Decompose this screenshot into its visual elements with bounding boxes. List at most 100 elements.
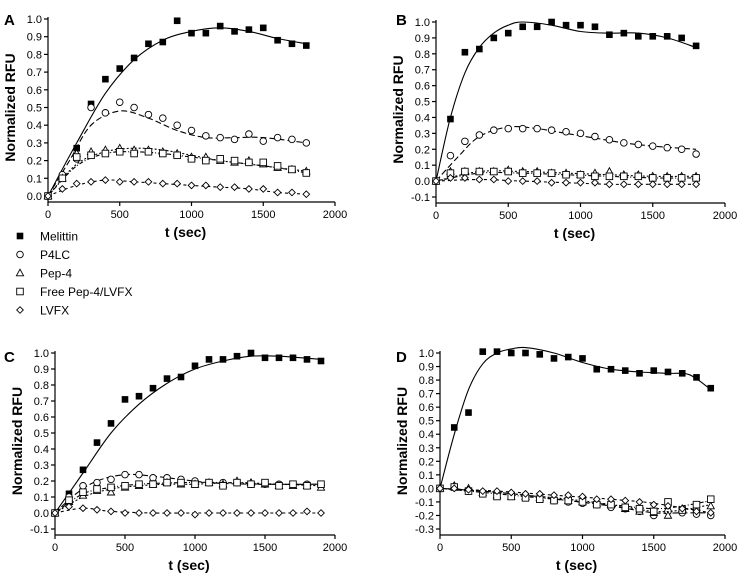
- data-point: [518, 124, 527, 133]
- data-point: [259, 24, 267, 32]
- data-point: [79, 466, 87, 474]
- data-point: [303, 42, 310, 49]
- y-tick-label: 0.6: [419, 402, 434, 414]
- data-point: [547, 126, 556, 134]
- data-point: [663, 33, 671, 40]
- data-point: [446, 173, 455, 182]
- data-point: [620, 139, 628, 147]
- x-tick-label: 2000: [713, 542, 737, 554]
- data-point: [490, 34, 498, 42]
- y-tick-label: 0.2: [34, 476, 49, 488]
- data-point: [461, 48, 469, 56]
- data-point: [79, 504, 87, 513]
- data-point: [605, 135, 614, 144]
- data-point: [663, 174, 671, 182]
- data-point: [635, 497, 644, 506]
- data-point: [107, 483, 115, 492]
- legend-item: Pep-4: [15, 267, 72, 281]
- data-point: [605, 180, 614, 189]
- x-tick-label: 1500: [642, 542, 666, 554]
- data-point: [230, 156, 239, 165]
- data-point: [432, 177, 440, 186]
- data-point: [677, 174, 686, 182]
- y-tick-label: 1.0: [27, 14, 42, 26]
- data-point: [191, 362, 199, 370]
- data-point: [116, 65, 124, 72]
- y-tick-label: 0.0: [27, 191, 42, 203]
- data-point: [507, 488, 516, 497]
- data-point: [677, 145, 686, 154]
- data-point: [663, 180, 672, 189]
- series-p4lc: [432, 124, 700, 185]
- data-point: [606, 31, 613, 39]
- data-point: [460, 173, 469, 182]
- y-tick-label: 0.9: [27, 32, 42, 44]
- data-point: [317, 357, 325, 365]
- data-point: [159, 114, 167, 122]
- data-point: [289, 480, 297, 488]
- data-point: [65, 502, 73, 511]
- data-point: [245, 158, 253, 167]
- data-point: [121, 509, 129, 517]
- data-point: [533, 169, 541, 177]
- x-axis-title: t (sec): [165, 224, 206, 240]
- data-point: [289, 509, 297, 517]
- data-point: [205, 509, 213, 517]
- data-point: [261, 509, 269, 517]
- data-point: [706, 508, 715, 517]
- data-point: [275, 509, 283, 517]
- data-point: [93, 505, 101, 514]
- data-point: [591, 172, 599, 181]
- data-point: [522, 349, 529, 357]
- data-point: [245, 130, 253, 138]
- data-point: [188, 29, 195, 37]
- data-point: [576, 129, 585, 138]
- data-point: [288, 40, 296, 48]
- series-p4lc: [51, 470, 325, 517]
- data-point: [504, 177, 513, 186]
- panel-a: A 0.0 0.1 0.2 0.3 0.4 0.5 0.6 0.7 0.8 0.9 1.0 0 500 10…: [2, 12, 347, 240]
- data-point: [479, 348, 487, 355]
- data-point: [476, 45, 483, 53]
- data-point: [548, 18, 555, 26]
- data-point: [591, 23, 599, 31]
- data-point: [202, 156, 210, 165]
- data-point: [230, 183, 239, 192]
- data-point: [159, 149, 167, 158]
- fit-curve: [439, 346, 712, 489]
- data-point: [302, 190, 311, 199]
- data-point: [259, 184, 268, 193]
- legend: Melittin P4LC Pep-4 Free Pep-4/LVFX LVFX: [15, 230, 132, 318]
- y-tick-label: 0.3: [419, 443, 434, 455]
- data-point: [634, 180, 643, 189]
- data-point: [521, 489, 530, 498]
- data-point: [593, 365, 601, 373]
- y-tick-label: 0.0: [419, 483, 434, 495]
- series-melittin: [44, 17, 310, 200]
- data-point: [121, 470, 129, 479]
- panel-c: C -0.1 0.0 0.1 0.2 0.3 0.4 0.5 0.6 0.7 0.8 0.9 1.0 0 5…: [4, 348, 347, 573]
- y-tick-label: 1.0: [34, 348, 49, 360]
- data-point: [135, 480, 143, 488]
- data-point: [464, 485, 473, 494]
- data-point: [173, 179, 182, 188]
- data-point: [289, 354, 297, 362]
- data-point: [149, 509, 157, 517]
- legend-item: P4LC: [16, 248, 70, 262]
- data-point: [273, 188, 282, 197]
- data-point: [259, 158, 268, 167]
- y-tick-label: 0.7: [27, 67, 42, 79]
- data-point: [288, 188, 296, 197]
- data-point: [663, 143, 671, 152]
- data-point: [302, 169, 311, 177]
- y-tick-label: 0.9: [419, 362, 434, 374]
- y-tick-label: 0.6: [34, 412, 49, 424]
- y-axis-title: Normalized RFU: [2, 53, 18, 161]
- data-point: [446, 151, 455, 160]
- series-lvfx: [436, 484, 715, 517]
- data-point: [317, 480, 325, 488]
- data-point: [562, 178, 570, 187]
- data-point: [87, 177, 95, 186]
- data-point: [475, 131, 484, 139]
- data-point: [562, 128, 570, 136]
